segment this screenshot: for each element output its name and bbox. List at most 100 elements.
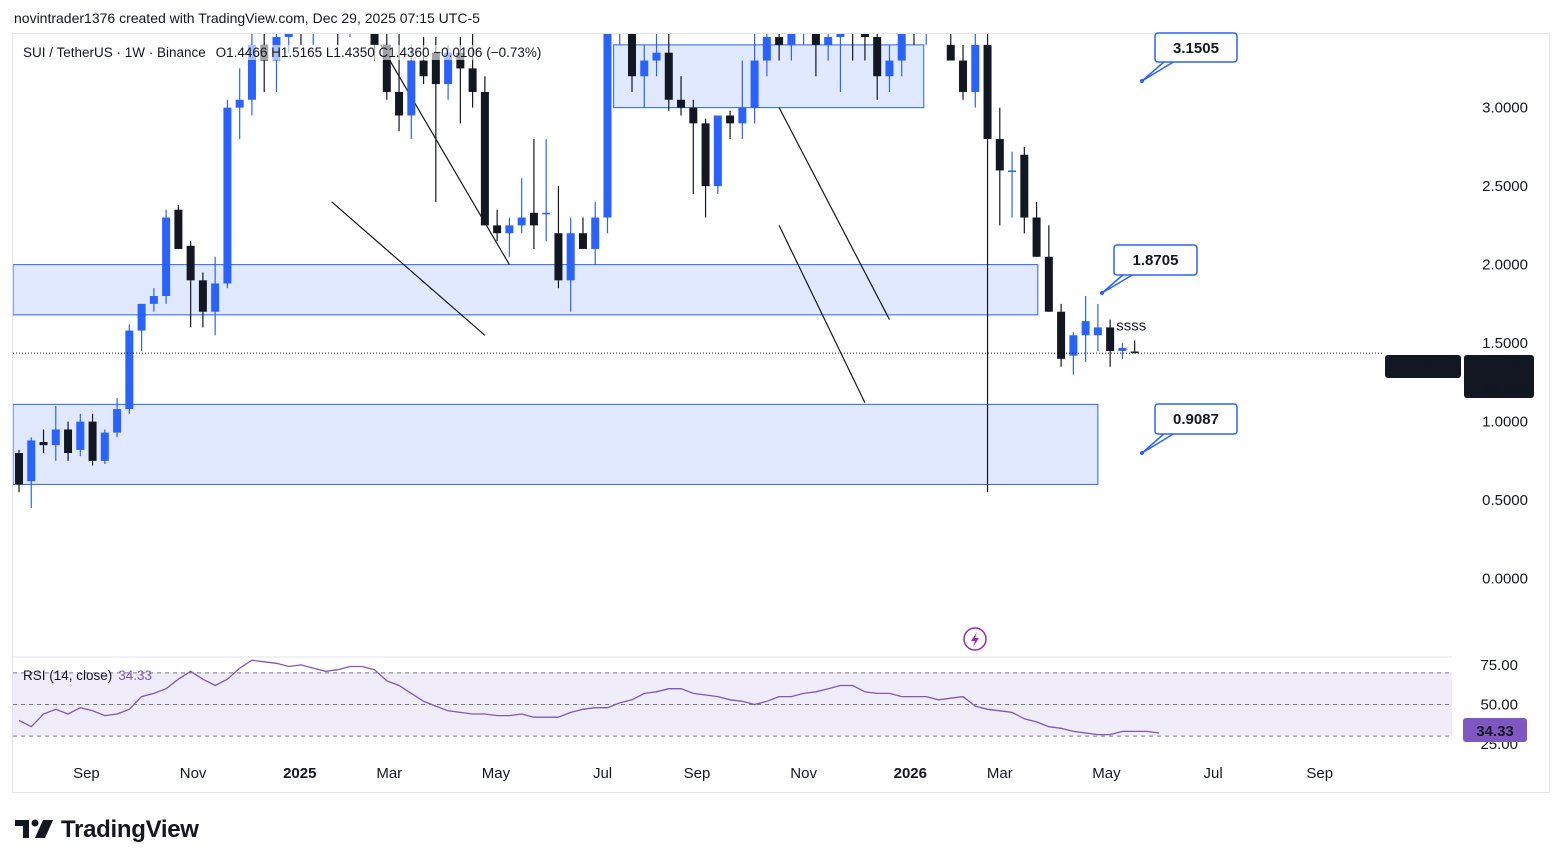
candle-body (505, 225, 514, 234)
price-badge (1464, 355, 1534, 398)
tradingview-wordmark: TradingView (61, 816, 199, 843)
candle-body (983, 44, 992, 140)
price-badge-value: 1.4360 (1483, 359, 1529, 376)
candle-body (1130, 351, 1139, 354)
rsi-tick-label: 50.00 (1480, 697, 1518, 714)
candle-body (1057, 311, 1066, 359)
callout-label: 1.8705 (1133, 252, 1179, 269)
candle-body (1081, 321, 1090, 336)
candle-body (51, 429, 60, 446)
candle-body (431, 52, 440, 85)
candle-body (811, 34, 820, 45)
symbol-name: SUI / TetherUS · 1W · Binance (23, 45, 206, 60)
candle-body (39, 442, 48, 446)
tradingview-logo-icon (15, 819, 53, 838)
price-badges: SUIUSDT 1.4360 6d 12h (1385, 355, 1534, 398)
symbol-badge-text: SUIUSDT (1390, 359, 1456, 376)
candle-body (309, 0, 317, 29)
alert-bolt-glyph (971, 632, 979, 647)
zone-callouts: 3.1505 1.8705 0.9087 (1100, 32, 1238, 455)
candle-body (824, 37, 833, 45)
candle-body (578, 233, 587, 249)
rsi-legend[interactable]: RSI (14, close) 34.33 (23, 668, 152, 683)
candle-body (726, 115, 735, 124)
candle-body (297, 21, 305, 29)
symbol-badge (1385, 355, 1461, 378)
candle-body (322, 0, 330, 13)
candle-body (628, 34, 636, 77)
candle-body (137, 303, 146, 331)
y-tick-label: 0.0000 (1482, 571, 1528, 588)
candle-body (995, 139, 1004, 171)
candle-body (566, 233, 575, 281)
zone-box-3 (13, 403, 1099, 485)
candle-body (849, 21, 857, 29)
callout-label: 0.9087 (1173, 411, 1219, 428)
x-tick-label: May (482, 765, 511, 782)
candle-body (897, 34, 906, 61)
chart-credit-header: novintrader1376 created with TradingView… (14, 10, 480, 26)
candle-body (1069, 335, 1078, 356)
candle-body (456, 52, 465, 69)
candle-body (922, 13, 930, 29)
candle-body (591, 217, 600, 249)
y-tick-label: 3.0000 (1482, 100, 1528, 117)
x-tick-label: Mar (987, 765, 1013, 782)
candle-body (100, 432, 109, 461)
x-tick-label: Sep (73, 765, 100, 782)
chart-frame (12, 33, 1550, 793)
candle-body (334, 13, 342, 29)
candle-body (370, 34, 379, 45)
zone-box-2 (13, 264, 1039, 316)
symbol-legend[interactable]: SUI / TetherUS · 1W · Binance O1.4466 H1… (23, 45, 542, 60)
candle-body (762, 37, 771, 61)
candle-body (480, 91, 489, 226)
trendline-1 (331, 201, 486, 336)
candle-body (186, 245, 195, 281)
trendline-2 (380, 44, 510, 265)
price-badge-countdown: 6d 12h (1483, 379, 1529, 396)
candle-body (346, 0, 354, 29)
candle-body (800, 21, 808, 29)
callout-anchor (1140, 79, 1144, 83)
x-tick-label: Jul (1204, 765, 1223, 782)
rsi-label: RSI (14, close) (23, 668, 113, 683)
candle-body (1118, 347, 1127, 351)
candle-body (1093, 327, 1102, 336)
candle-body (959, 60, 968, 92)
candle-body (1008, 170, 1017, 172)
candle-body (1044, 256, 1053, 312)
candle-body (701, 123, 710, 187)
candle-body (64, 429, 73, 454)
axes: 3.0000 2.5000 2.0000 1.5000 1.0000 0.5000 0.00… (13, 100, 1528, 782)
candle-body (885, 60, 894, 77)
rsi-line (18, 659, 1160, 736)
candle-body (358, 0, 366, 13)
candle-body (125, 330, 134, 410)
tradingview-logo[interactable]: TradingView (15, 816, 199, 844)
candle-body (935, 13, 943, 21)
candle-body (395, 91, 404, 116)
candle-body (1106, 327, 1115, 351)
callout-anchor (1100, 291, 1104, 295)
candle-body (113, 409, 122, 433)
candle-body (1032, 217, 1041, 257)
candle-body (1020, 154, 1029, 218)
candle-body (542, 212, 551, 215)
callout-anchor (1140, 451, 1144, 455)
candle-body (616, 21, 624, 29)
candle-body (664, 52, 673, 100)
candle-body (603, 34, 612, 218)
candle-body (677, 99, 686, 108)
candle-body (247, 44, 256, 100)
ohlc-values: O1.4466 H1.5165 L1.4350 C1.4360 −0.0106 … (215, 45, 542, 60)
rsi-badge-value: 34.33 (1476, 723, 1514, 740)
candle-body (419, 60, 428, 77)
candle-body (407, 60, 416, 116)
candle-body (211, 283, 220, 312)
x-tick-label: Sep (1306, 765, 1333, 782)
callout-box (1113, 244, 1198, 276)
trendlines (331, 44, 890, 404)
